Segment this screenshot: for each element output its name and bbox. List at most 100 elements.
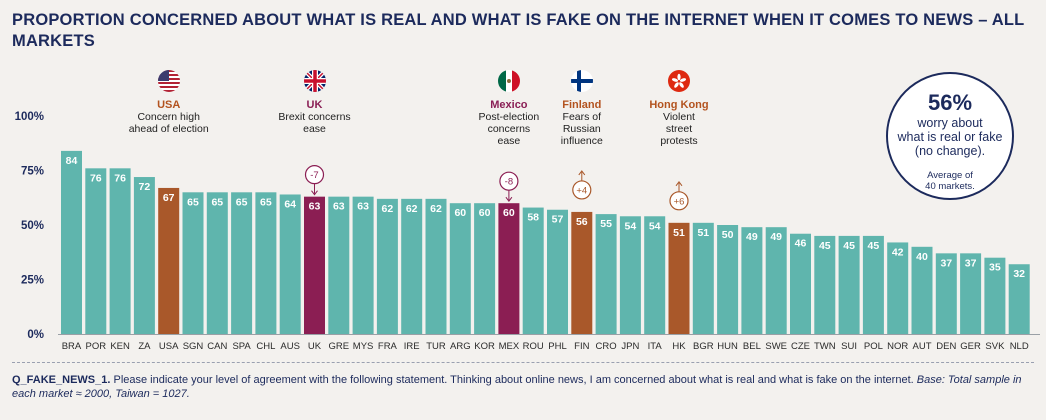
average-subtext: Average of 40 markets. (925, 170, 975, 192)
bar-value-label: 50 (722, 229, 734, 241)
bar-value-label: 64 (284, 198, 296, 210)
x-tick-label: AUT (913, 341, 932, 352)
x-tick-label: FRA (378, 341, 398, 352)
uk-flag-icon (303, 70, 326, 92)
bar-value-label: 62 (430, 203, 442, 215)
footnote: Q_FAKE_NEWS_1. Please indicate your leve… (12, 373, 1037, 401)
bar-value-label: 63 (309, 201, 321, 213)
y-tick-label: 100% (15, 111, 44, 123)
bar-value-label: 56 (576, 216, 588, 228)
annotation-title: UK (306, 99, 323, 111)
x-tick-label: GRE (329, 341, 350, 352)
base-text: Base: Total sample in each market ≈ 2000… (12, 374, 1022, 400)
up-arrow-head-icon (675, 180, 683, 187)
x-tick-label: TWN (814, 341, 836, 352)
x-tick-label: NLD (1010, 341, 1029, 352)
annotation-title: Hong Kong (649, 99, 709, 111)
bar-twn (814, 235, 836, 334)
y-tick-label: 75% (21, 166, 44, 178)
bar-cro (595, 214, 617, 334)
question-code: Q_FAKE_NEWS_1. (12, 374, 111, 386)
hongkong-flag-icon (668, 70, 690, 92)
bar-value-label: 51 (673, 227, 685, 239)
x-tick-label: TUR (426, 341, 446, 352)
x-tick-label: UK (308, 341, 322, 352)
bar-value-label: 84 (66, 155, 78, 167)
bar-value-label: 45 (868, 240, 880, 252)
change-badge-label: +6 (674, 196, 685, 207)
bar-hk (668, 222, 690, 334)
bar-den (935, 253, 957, 334)
bar-za (133, 177, 155, 334)
bar-value-label: 54 (625, 220, 637, 232)
x-tick-label: BGR (693, 341, 714, 352)
bar-can (206, 192, 228, 334)
bar-value-label: 76 (114, 172, 126, 184)
bar-mys (352, 196, 374, 334)
x-tick-label: SUI (841, 341, 857, 352)
average-value: 56% (927, 90, 973, 115)
annotation-mex: Mexico Post-election concerns ease (454, 99, 564, 147)
bar-value-label: 37 (965, 257, 977, 269)
bar-value-label: 49 (746, 231, 758, 243)
y-tick-label: 25% (21, 275, 44, 287)
bar-value-label: 45 (843, 240, 855, 252)
bar-bel (741, 227, 763, 334)
bar-value-label: 60 (479, 207, 491, 219)
change-badge-label: -7 (310, 170, 318, 181)
annotation-line: Brexit concerns (278, 111, 351, 123)
bar-value-label: 76 (90, 172, 102, 184)
bar-value-label: 35 (989, 262, 1001, 274)
bar-chl (255, 192, 277, 334)
annotation-line: ease (497, 135, 521, 147)
bar-value-label: 60 (503, 207, 515, 219)
x-tick-label: GER (960, 341, 981, 352)
bar-value-label: 58 (527, 212, 539, 224)
x-tick-label: BRA (62, 341, 82, 352)
x-tick-label: SPA (232, 341, 251, 352)
footer-divider (12, 362, 1034, 363)
bar-uk (304, 196, 325, 334)
y-tick-label: 50% (21, 220, 44, 232)
x-tick-label: HUN (717, 341, 738, 352)
bar-nld (1008, 264, 1030, 334)
annotation-line: Concern high (137, 111, 200, 123)
annotation-title: Finland (562, 99, 602, 111)
bar-value-label: 54 (649, 220, 661, 232)
annotation-title: USA (157, 99, 181, 111)
x-tick-label: ROU (523, 341, 544, 352)
x-tick-label: POR (86, 341, 107, 352)
bar-nor (887, 242, 909, 334)
bar-gre (328, 196, 350, 334)
bar-value-label: 65 (236, 196, 248, 208)
bar-value-label: 65 (260, 196, 272, 208)
annotation-line: concerns (487, 123, 531, 135)
bar-bgr (692, 222, 714, 334)
x-tick-label: NOR (887, 341, 908, 352)
bar-value-label: 37 (940, 257, 952, 269)
annotation-line: ease (303, 123, 326, 135)
bar-arg (449, 203, 471, 334)
bar-jpn (619, 216, 641, 334)
bar-tur (425, 198, 447, 334)
bar-chart: 0% 25% 50% 75% 100% 84 BRA 76 POR 76 KEN 72 ZA 67 USA 6… (15, 111, 1040, 352)
bar-ire (401, 198, 423, 334)
annotation-line: Violent (663, 111, 695, 123)
bar-rou (522, 207, 544, 334)
bar-ger (960, 253, 982, 334)
bar-value-label: 60 (454, 207, 466, 219)
bar-value-label: 49 (770, 231, 782, 243)
bar-mex (498, 203, 520, 334)
x-tick-label: KEN (110, 341, 130, 352)
x-tick-label: IRE (404, 341, 420, 352)
annotation-fin: Finland Fears of Russian influence (527, 99, 637, 147)
x-tick-label: ITA (648, 341, 663, 352)
x-tick-label: CRO (596, 341, 617, 352)
bar-sgn (182, 192, 204, 334)
x-tick-label: CZE (791, 341, 810, 352)
bar-cze (790, 233, 811, 334)
bar-kor (474, 203, 496, 334)
bar-value-label: 72 (139, 181, 151, 193)
bar-value-label: 63 (357, 201, 369, 213)
question-text: Please indicate your level of agreement … (110, 374, 917, 386)
